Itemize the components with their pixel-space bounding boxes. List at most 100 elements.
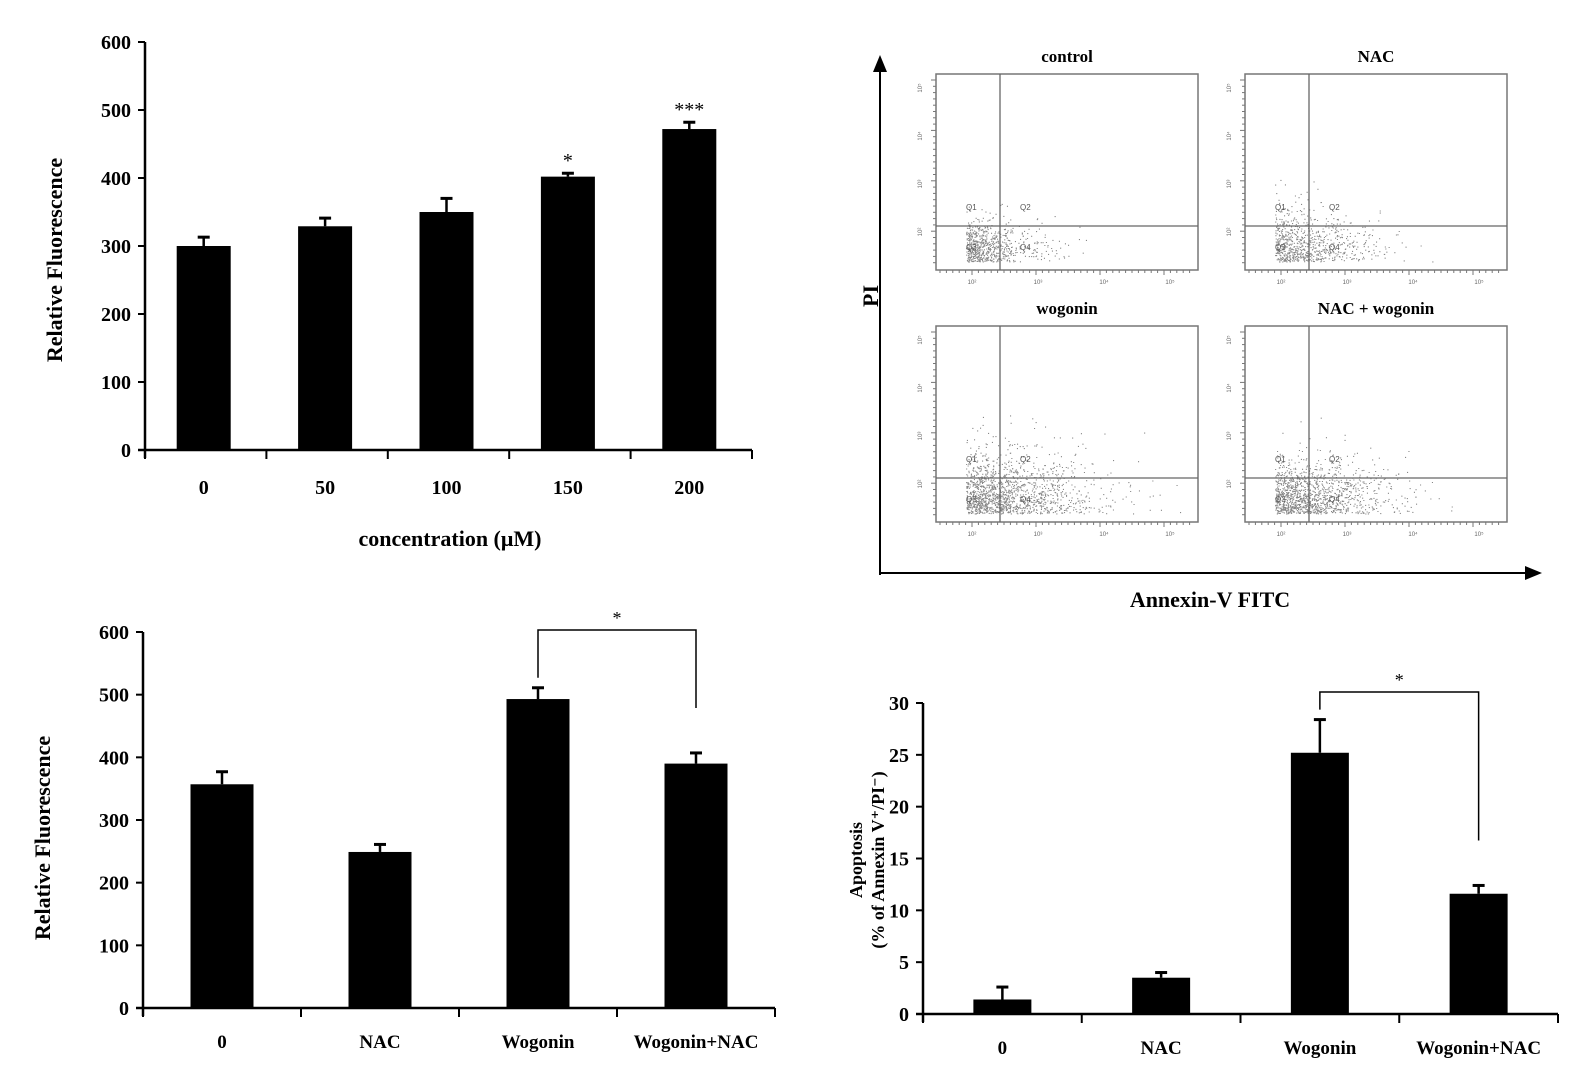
flow-plot-title: NAC (1358, 47, 1395, 66)
bar-Wogonin+NAC (664, 763, 728, 1008)
x-tick-label: 150 (553, 477, 583, 499)
quadrant-label: Q1 (966, 455, 977, 464)
y-decade-label: 10⁴ (1226, 383, 1233, 393)
x-decade-label: 10³ (1034, 280, 1043, 286)
significance-bracket (1319, 691, 1480, 841)
y-decade-label: 10³ (918, 180, 924, 189)
y-tick-label: 100 (99, 935, 129, 957)
y-decade-label: 10² (1227, 480, 1233, 489)
y-decade-label: 10⁴ (1226, 131, 1233, 141)
quadrant-label: Q1 (1275, 203, 1286, 212)
x-tick-label: 200 (674, 477, 704, 499)
y-decade-label: 10⁵ (1226, 83, 1233, 93)
flow-plot-wogonin: wogonin Q1 Q2 Q3 Q4 10² 10² 10³ 10³ 10⁴ 10⁴ 10⁵ 10⁵ (917, 299, 1199, 538)
flow-dots (1275, 417, 1453, 515)
y-tick-label: 20 (889, 797, 909, 819)
bar-0 (176, 246, 231, 450)
quadrant-label: Q4 (1020, 495, 1031, 504)
flow-plot-title: NAC + wogonin (1318, 299, 1435, 318)
y-decade-label: 10⁵ (917, 83, 924, 93)
y-tick-label: 300 (101, 236, 131, 258)
x-tick-label: 0 (199, 477, 209, 499)
y-tick-label: 25 (889, 745, 909, 767)
x-decade-label: 10⁴ (1408, 531, 1418, 538)
flow-plot-frame (935, 73, 1199, 271)
chart-b-ylabel: Relative Fluorescence (30, 736, 55, 940)
chart-d-apoptosis: Apoptosis (% of Annexin V⁺/PI⁻) 0 5 10 15 20… (846, 670, 1559, 1059)
chart-d-ylabel-line2: (% of Annexin V⁺/PI⁻) (868, 771, 889, 948)
y-decade-label: 10⁵ (1226, 335, 1233, 345)
x-decade-label: 10⁵ (1474, 531, 1484, 538)
quadrant-label: Q1 (1275, 455, 1286, 464)
significance-mark: * (563, 150, 573, 172)
x-decade-label: 10³ (1343, 532, 1352, 538)
bar-Wogonin (1290, 752, 1349, 1014)
y-decade-label: 10³ (918, 432, 924, 441)
bar-200 (662, 129, 717, 451)
y-tick-label: 15 (889, 849, 909, 871)
quadrant-label: Q2 (1020, 455, 1031, 464)
x-decade-label: 10² (968, 532, 977, 538)
quadrant-label: Q2 (1020, 203, 1031, 212)
y-decade-label: 10³ (1227, 180, 1233, 189)
significance-mark: * (1395, 670, 1404, 690)
flow-plot-frame (1244, 325, 1508, 523)
bar-NAC (348, 851, 412, 1008)
x-decade-label: 10³ (1034, 532, 1043, 538)
x-decade-label: 10⁴ (1099, 279, 1109, 286)
x-decade-label: 10² (1277, 532, 1286, 538)
y-decade-label: 10² (918, 228, 924, 237)
quadrant-label: Q3 (966, 495, 977, 504)
x-decade-label: 10⁴ (1099, 531, 1109, 538)
y-tick-label: 10 (889, 900, 909, 922)
y-tick-label: 200 (101, 304, 131, 326)
flow-plot-nac: NAC Q1 Q2 Q3 Q4 10² 10² 10³ 10³ 10⁴ 10⁴ 10⁵ 10⁵ (1226, 47, 1508, 286)
significance-mark: * (613, 608, 622, 628)
bar-50 (298, 226, 353, 450)
y-tick-label: 200 (99, 873, 129, 895)
flow-plot-title: wogonin (1036, 299, 1098, 318)
arrow-up-icon (873, 55, 887, 72)
x-tick-label: 100 (432, 477, 462, 499)
x-decade-label: 10² (968, 280, 977, 286)
quadrant-label: Q3 (1275, 495, 1286, 504)
chart-a-xlabel: concentration (μM) (359, 526, 542, 551)
bar-0 (973, 999, 1032, 1014)
flow-dots (966, 203, 1087, 263)
y-tick-label: 0 (899, 1004, 909, 1026)
x-tick-label: Wogonin (502, 1032, 575, 1053)
y-tick-label: 500 (101, 100, 131, 122)
flow-plot-frame (935, 325, 1199, 523)
flow-ylabel: PI (858, 285, 883, 307)
y-tick-label: 30 (889, 693, 909, 715)
flow-dots (966, 415, 1182, 515)
x-tick-label: 50 (315, 477, 335, 499)
chart-a-ylabel: Relative Fluorescence (42, 158, 67, 362)
x-tick-label: Wogonin (1283, 1038, 1356, 1059)
bar-NAC (1132, 977, 1191, 1014)
y-tick-label: 5 (899, 952, 909, 974)
flow-plot-control: control Q1 Q2 Q3 Q4 10² 10² 10³ 10³ 10⁴ 10⁴ 10⁵ 10⁵ (917, 47, 1199, 286)
y-decade-label: 10³ (1227, 432, 1233, 441)
x-decade-label: 10⁴ (1408, 279, 1418, 286)
chart-b-relative-fluorescence-treatment: Relative Fluorescence 0 100 200 300 400 500 60… (30, 608, 776, 1053)
quadrant-label: Q3 (1275, 243, 1286, 252)
x-decade-label: 10⁵ (1165, 279, 1175, 286)
quadrant-label: Q1 (966, 203, 977, 212)
bar-Wogonin (506, 699, 570, 1008)
x-tick-label: 0 (217, 1032, 227, 1053)
flow-dots (1275, 179, 1434, 263)
quadrant-label: Q4 (1329, 243, 1340, 252)
flow-plot-title: control (1041, 47, 1093, 66)
bar-0 (190, 784, 254, 1008)
x-tick-label: Wogonin+NAC (634, 1032, 759, 1053)
y-tick-label: 100 (101, 372, 131, 394)
quadrant-label: Q4 (1020, 243, 1031, 252)
y-decade-label: 10² (1227, 228, 1233, 237)
flow-xlabel: Annexin-V FITC (1130, 587, 1290, 612)
x-decade-label: 10⁵ (1474, 279, 1484, 286)
flow-plot-frame (1244, 73, 1508, 271)
significance-bracket (537, 629, 697, 708)
bar-150 (540, 176, 595, 450)
